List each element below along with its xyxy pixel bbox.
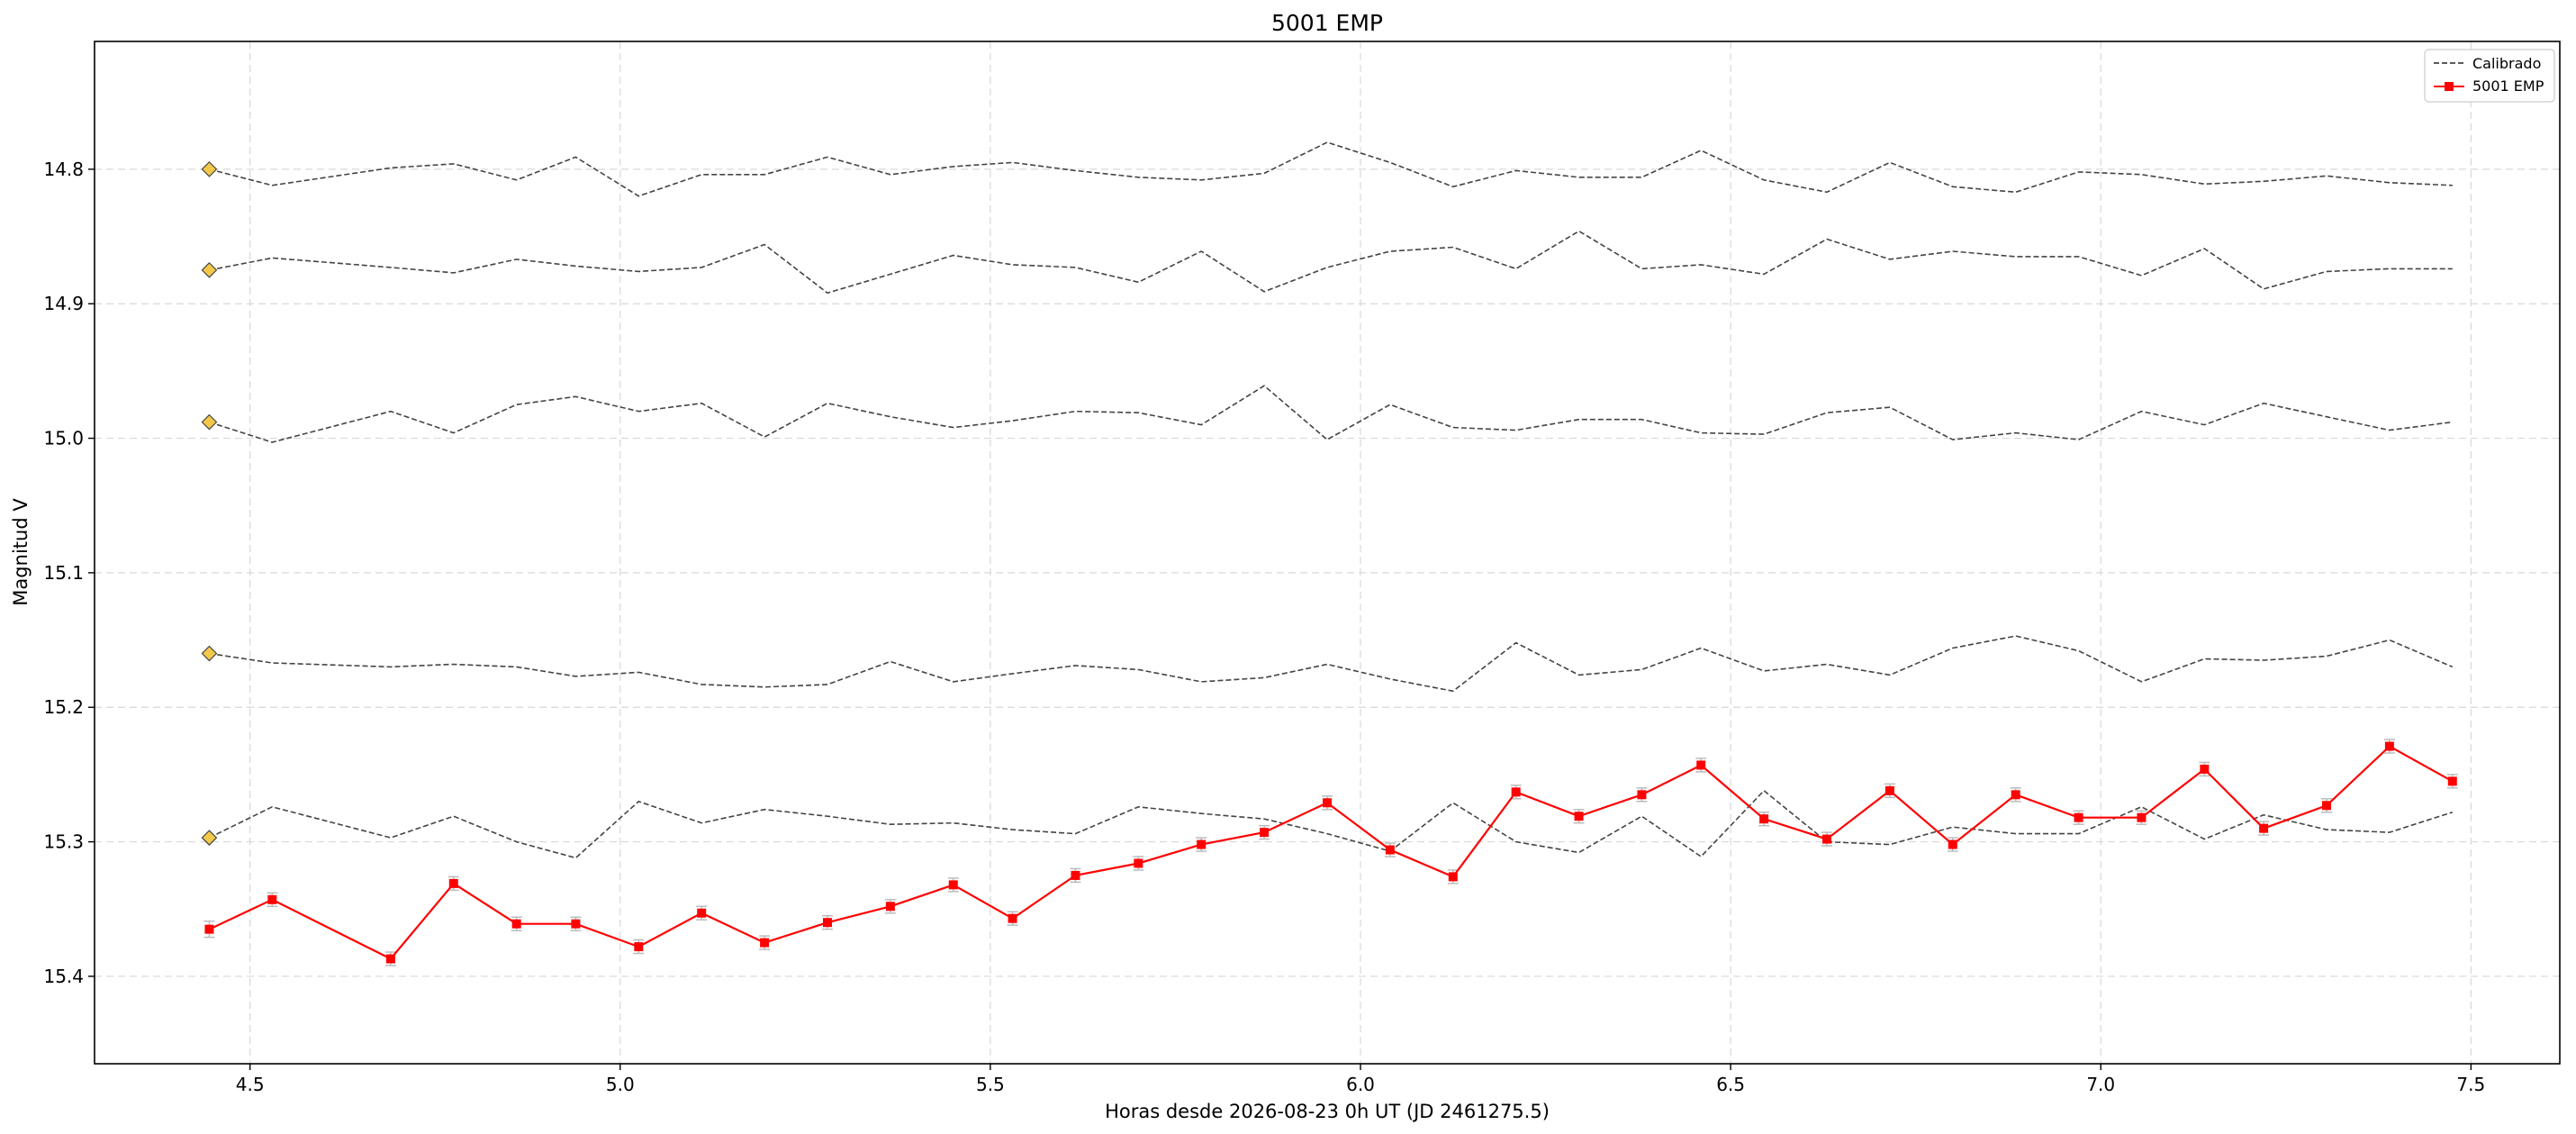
plot-frame: [94, 41, 2561, 1065]
x-tick-label: 4.5: [236, 1074, 265, 1095]
y-tick-label: 15.1: [43, 562, 84, 584]
legend-calibrado-label: Calibrado: [2472, 55, 2541, 72]
target-series-line: [208, 745, 2454, 960]
target-data-point: [1260, 828, 1270, 838]
chart-title: 5001 EMP: [1271, 10, 1383, 36]
reference-star-diamond-marker: [201, 161, 218, 177]
target-data-point: [1134, 858, 1143, 868]
target-data-point: [2259, 823, 2269, 833]
y-tick-label: 15.2: [43, 696, 84, 718]
target-data-point: [634, 942, 644, 952]
legend-target-label: 5001 EMP: [2472, 77, 2544, 95]
target-data-point: [1323, 798, 1332, 808]
calibrado-series-line: [209, 789, 2454, 859]
target-data-point: [571, 919, 581, 929]
reference-star-diamond-marker: [201, 830, 218, 846]
target-data-point: [1948, 839, 1957, 849]
target-data-point: [1448, 872, 1458, 882]
x-tick-label: 5.5: [976, 1074, 1005, 1095]
y-axis: 14.8 14.9 15.0 15.1 15.2 15.3 15.4: [43, 159, 95, 987]
target-data-point: [697, 908, 707, 918]
x-tick-label: 7.0: [2086, 1074, 2115, 1095]
target-data-point: [1637, 790, 1647, 800]
x-tick-label: 7.5: [2456, 1074, 2485, 1095]
x-tick-label: 6.0: [1346, 1074, 1375, 1095]
target-data-point: [1759, 814, 1769, 824]
y-tick-label: 15.4: [43, 966, 84, 987]
target-data-point: [2384, 741, 2394, 751]
target-data-point: [885, 902, 895, 912]
target-data-point: [1885, 785, 1894, 795]
series-layer: [201, 141, 2458, 966]
y-axis-label: Magnitud V: [10, 498, 32, 606]
target-data-point: [760, 938, 770, 948]
target-data-point: [2322, 801, 2331, 811]
target-data-point: [1071, 870, 1080, 880]
calibrado-series-line: [209, 385, 2453, 443]
x-axis-label: Horas desde 2026-08-23 0h UT (JD 2461275…: [1105, 1101, 1550, 1122]
target-data-point: [2200, 764, 2210, 774]
y-tick-label: 14.8: [43, 159, 84, 180]
x-tick-label: 5.0: [606, 1074, 635, 1095]
calibrado-series-line: [209, 141, 2453, 197]
target-data-point: [1574, 812, 1584, 821]
reference-star-diamond-marker: [201, 262, 218, 278]
target-data-point: [2011, 790, 2020, 800]
target-data-point: [204, 924, 214, 934]
reference-star-diamond-marker: [201, 645, 218, 662]
legend-box: [2424, 49, 2555, 103]
grid: [95, 41, 2560, 1064]
y-tick-label: 15.3: [43, 831, 84, 853]
target-data-point: [948, 880, 958, 890]
target-data-point: [1696, 760, 1706, 770]
target-data-point: [385, 954, 395, 964]
target-data-point: [2137, 812, 2147, 822]
y-tick-label: 14.9: [43, 293, 84, 314]
reference-star-diamond-marker: [201, 413, 218, 431]
target-data-point: [1511, 787, 1521, 797]
target-data-point: [1008, 913, 1017, 923]
target-data-point: [511, 919, 521, 929]
target-data-point: [267, 894, 277, 904]
target-data-point: [448, 878, 458, 888]
legend: Calibrado 5001 EMP: [2424, 49, 2555, 103]
x-tick-label: 6.5: [1716, 1074, 1745, 1095]
target-data-point: [2074, 812, 2083, 822]
calibrado-series-line: [209, 635, 2454, 693]
target-data-point: [1385, 845, 1395, 855]
y-tick-label: 15.0: [43, 428, 84, 449]
x-axis: 4.5 5.0 5.5 6.0 6.5 7.0 7.5: [236, 1064, 2485, 1095]
calibrado-series-line: [209, 230, 2453, 295]
legend-target-marker: [2445, 82, 2454, 91]
target-data-point: [823, 918, 832, 928]
target-data-point: [1197, 839, 1207, 849]
target-data-point: [1822, 834, 1831, 844]
target-data-point: [2447, 776, 2457, 786]
